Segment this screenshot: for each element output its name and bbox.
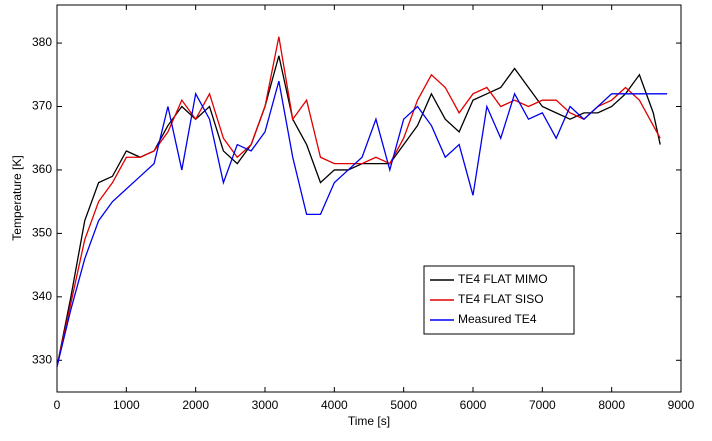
x-tick-label: 0 [54,398,61,412]
x-tick-label: 1000 [113,398,140,412]
x-tick-label: 7000 [529,398,556,412]
y-tick-label: 360 [32,162,52,176]
y-tick-label: 380 [32,35,52,49]
x-tick-label: 3000 [252,398,279,412]
x-tick-label: 4000 [321,398,348,412]
y-tick-label: 340 [32,289,52,303]
x-axis-label: Time [s] [348,414,390,428]
x-tick-label: 2000 [182,398,209,412]
plot-area [56,4,682,393]
y-tick-label: 350 [32,226,52,240]
series-line [56,80,668,367]
legend-label: TE4 FLAT SISO [458,292,544,306]
x-tick-label: 5000 [390,398,417,412]
x-tick-label: 9000 [668,398,695,412]
legend-label: TE4 FLAT MIMO [458,272,548,286]
legend-label: Measured TE4 [458,312,537,326]
x-tick-label: 8000 [598,398,625,412]
y-axis-label: Temperature [K] [10,155,24,240]
y-tick-label: 370 [32,99,52,113]
x-tick-label: 6000 [460,398,487,412]
y-tick-label: 330 [32,352,52,366]
